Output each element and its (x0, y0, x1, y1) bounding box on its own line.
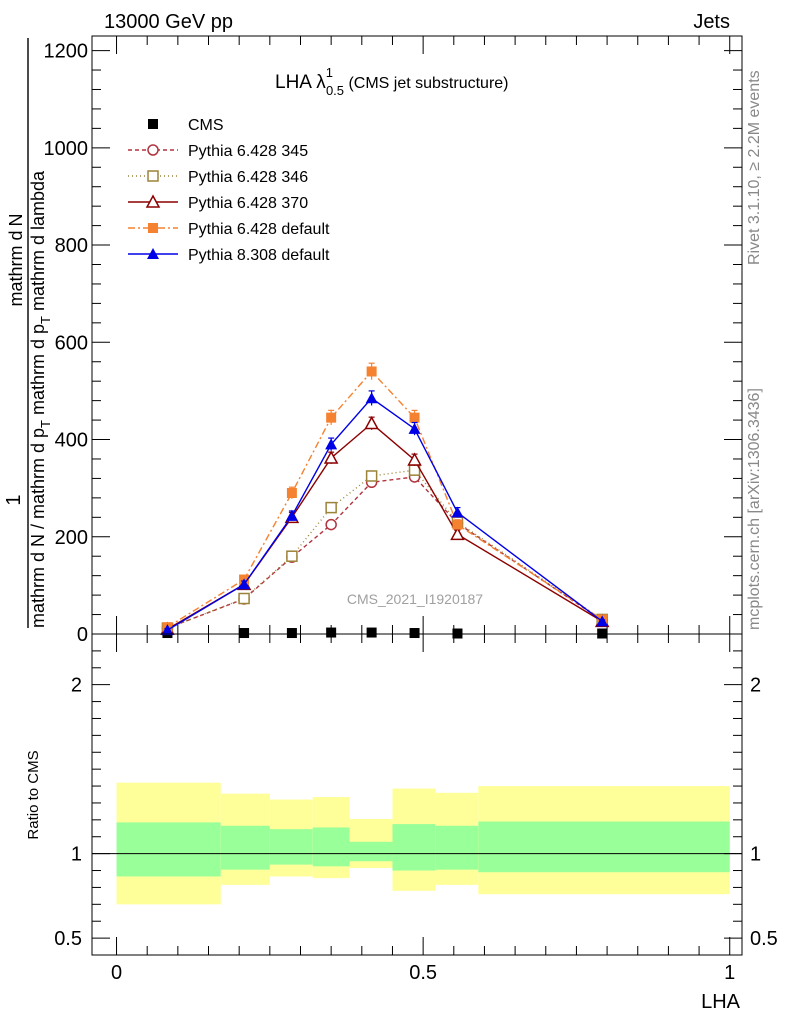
ylabel-den-part1: mathrm d N / mathrm d p (28, 428, 48, 628)
energy-label: 13000 GeV pp (104, 11, 233, 33)
legend-marker (147, 248, 159, 259)
ylabel-inner-num1: mathrm d (6, 230, 26, 306)
ratio-plot-panel: 0 0.5 1 0.5 0.5 1 1 2 2 (54, 633, 778, 984)
ratio-xtick-label: 0 (111, 962, 122, 984)
ratio-band-inner (312, 827, 350, 867)
ratio-ytick-label: 2 (71, 675, 82, 697)
data-point (238, 578, 251, 590)
plot-title-main: LHA λ (275, 72, 326, 93)
legend-label: CMS (188, 117, 224, 134)
plot-title: LHA λ1 0.5 (CMS jet substructure) (275, 65, 509, 98)
legend-marker (148, 119, 158, 129)
data-point (407, 452, 422, 466)
data-point (366, 366, 377, 377)
main-ytick-label: 600 (55, 332, 88, 354)
ratio-xtick-label: 1 (724, 962, 735, 984)
ratio-ytick-label-right: 0.5 (750, 928, 778, 950)
legend-marker (147, 170, 159, 182)
plot-title-sub: 0.5 (326, 83, 344, 98)
main-ytick-label: 800 (55, 235, 88, 257)
legend-marker (147, 144, 159, 156)
plot-title-suffix: (CMS jet substructure) (344, 75, 508, 92)
ylabel-den-part2: mathrm d p (28, 324, 48, 420)
legend-label: Pythia 8.308 default (188, 247, 330, 264)
plot-title-sup: 1 (326, 65, 333, 80)
main-ytick-label: 0 (77, 624, 88, 646)
ylabel-fraction-one: 1 (3, 494, 25, 505)
data-point (325, 438, 338, 450)
data-point (239, 628, 250, 639)
ratio-ytick-label-right: 1 (750, 844, 761, 866)
data-point (326, 412, 337, 423)
data-point (408, 422, 421, 434)
series-0 (162, 627, 608, 639)
data-point (286, 488, 297, 499)
legend-marker (145, 194, 161, 208)
analysis-watermark: CMS_2021_I1920187 (347, 591, 483, 607)
data-point (451, 506, 464, 518)
series-1 (161, 471, 608, 634)
data-point (325, 501, 337, 514)
legend: CMS Pythia 6.428 345 Pythia 6.428 346 Pythi… (128, 117, 330, 264)
ratio-ylabel: Ratio to CMS (25, 750, 42, 839)
mcplots-url-label: mcplots.cern.ch [arXiv:1306.3436] (746, 388, 763, 630)
ratio-band-inner (435, 825, 479, 870)
rivet-version-label: Rivet 3.1.10, ≥ 2.2M events (746, 70, 763, 265)
ratio-band-inner (392, 824, 436, 871)
series-line (167, 469, 603, 629)
data-point (364, 415, 379, 430)
data-point (326, 627, 337, 638)
ylabel-den-sub2: T (38, 316, 53, 324)
series-5 (161, 390, 609, 636)
data-point (238, 592, 250, 605)
ratio-band-inner (269, 829, 313, 865)
series-line (167, 370, 603, 628)
ratio-ytick-label-right: 2 (750, 675, 761, 697)
data-point (365, 470, 378, 482)
data-point (161, 624, 174, 636)
data-point (285, 509, 298, 521)
data-point (596, 615, 609, 627)
series-2 (161, 464, 608, 634)
ylabel-denominator: mathrm d N / mathrm d pT mathrm d pT mat… (28, 170, 53, 628)
ratio-ytick-label: 1 (71, 844, 82, 866)
data-point (366, 627, 377, 638)
main-ytick-label: 1200 (44, 41, 89, 63)
ratio-band-inner (478, 821, 730, 873)
ylabel-inner-numerator: mathrm d N (6, 213, 26, 306)
ylabel-inner-num2: N (6, 213, 26, 226)
main-ytick-label: 200 (55, 527, 88, 549)
legend-label: Pythia 6.428 370 (188, 195, 308, 212)
legend-label: Pythia 6.428 345 (188, 143, 308, 160)
data-point (452, 519, 463, 530)
xlabel: LHA (701, 991, 741, 1013)
ratio-band-inner (116, 822, 221, 877)
main-plot-panel: 0 200 400 600 800 1000 1200 CMS Pythia 6.428 345… (44, 35, 743, 646)
data-point (286, 628, 297, 639)
data-point (409, 412, 420, 423)
data-point (325, 518, 337, 531)
main-ylabel: 1 mathrm d N / mathrm d pT mathrm d pT m… (3, 38, 53, 628)
process-label: Jets (693, 11, 730, 33)
legend-label: Pythia 6.428 default (188, 221, 330, 238)
data-point (450, 526, 465, 541)
ratio-ytick-label: 0.5 (54, 928, 82, 950)
main-ytick-label: 400 (55, 430, 88, 452)
ratio-band-inner (349, 841, 393, 862)
ylabel-den-sub1: T (38, 420, 53, 428)
ylabel-den-part3: mathrm d lambda (28, 170, 48, 316)
ratio-frame (91, 633, 743, 956)
data-point (365, 392, 378, 404)
legend-marker (148, 223, 158, 233)
data-point (286, 550, 298, 562)
data-point (409, 628, 420, 639)
ratio-xtick-label: 0.5 (409, 962, 437, 984)
ratio-band-inner (220, 825, 270, 870)
data-point (323, 450, 339, 464)
series-line (167, 397, 603, 631)
main-ytick-label: 1000 (44, 138, 89, 160)
legend-label: Pythia 6.428 346 (188, 169, 308, 186)
